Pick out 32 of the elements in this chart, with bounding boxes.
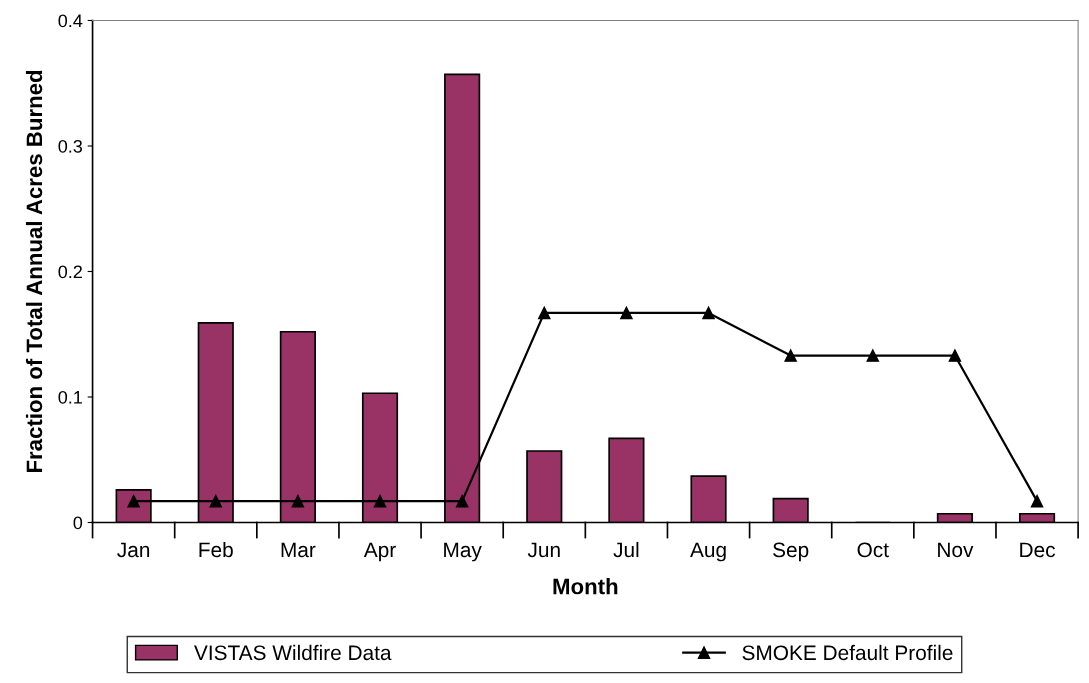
point [866,349,880,362]
x-tick-label: Mar [281,542,316,558]
point [373,494,387,508]
point [784,349,797,362]
point [291,494,305,508]
legend-label: SMOKE Default Profile [742,644,953,661]
x-tick-label: Feb [199,541,233,558]
y-axis-title: Fraction of Total Annual Acres Burned [25,70,43,473]
y-tick-label: 0.2 [58,265,82,279]
point [209,494,223,508]
y-tick-label: 0.1 [58,390,82,404]
x-tick-label: May [444,542,482,562]
x-tick-label: Jul [613,541,639,558]
x-tick-label: Apr [363,542,396,562]
x-tick-label: Oct [857,542,889,558]
x-axis-title: Month [553,578,618,595]
y-tick-label: 0 [73,516,83,530]
point [1030,494,1044,508]
legend-label: VISTAS Wildfire Data [194,644,392,661]
x-tick-label: Nov [938,542,974,558]
x-tick-label: Jun [527,542,560,558]
x-tick-label: Jan [117,542,150,558]
x-tick-label: Dec [1020,542,1056,558]
point [702,306,715,320]
y-tick-label: 0.4 [58,14,83,28]
point [948,349,962,362]
y-tick-label: 0.3 [58,139,83,153]
point [455,494,469,508]
point [620,306,633,320]
point [538,306,551,320]
x-tick-label: Aug [690,542,726,562]
x-tick-label: Sep [773,542,809,562]
